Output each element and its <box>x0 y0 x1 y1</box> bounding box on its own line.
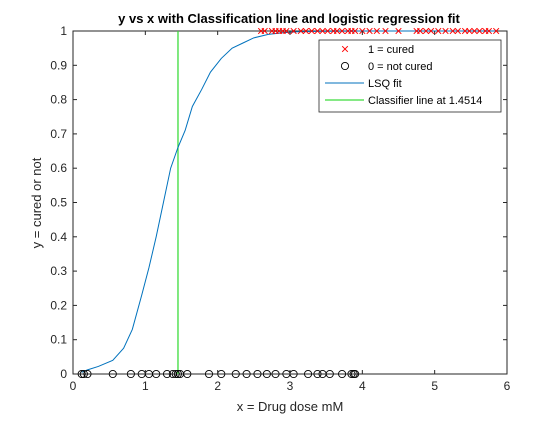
x-tick-label: 2 <box>214 379 221 393</box>
not-cured-point <box>77 369 86 379</box>
legend-entry-not-cured: 0 = not cured <box>340 61 433 73</box>
not-cured-point <box>325 369 334 379</box>
y-tick-label: 0 <box>60 367 67 381</box>
y-tick-label: 0.8 <box>50 93 67 107</box>
legend-entry-lsq-fit: LSQ fit <box>325 78 402 90</box>
legend: 1 = cured 0 = not cured LSQ fit Classifi… <box>318 39 502 113</box>
not-cured-point <box>126 369 135 379</box>
y-tick-label: 0.3 <box>50 264 67 278</box>
not-cured-point <box>351 369 360 379</box>
cured-point <box>417 27 424 35</box>
cured-point <box>333 27 341 35</box>
cured-point <box>314 27 321 35</box>
cured-point <box>290 27 297 35</box>
not-cured-point <box>152 369 161 379</box>
y-tick-label: 0.1 <box>50 333 67 347</box>
cured-point <box>471 27 478 35</box>
not-cured-point <box>347 369 356 379</box>
cured-point <box>283 27 290 35</box>
cured-point <box>302 27 310 35</box>
y-tick-label: 0.2 <box>50 298 67 312</box>
cured-point <box>324 27 331 35</box>
legend-circle-icon <box>340 61 350 71</box>
y-axis-label: y = cured or not <box>29 157 44 248</box>
cured-point <box>476 27 483 35</box>
x-tick-label: 5 <box>431 379 438 393</box>
cured-point <box>454 27 461 35</box>
not-cured-point <box>173 369 182 379</box>
cured-point <box>466 27 473 35</box>
legend-label-cured: 1 = cured <box>368 44 414 56</box>
x-tick-label: 3 <box>287 379 294 393</box>
not-cured-point <box>242 369 251 379</box>
not-cured-point <box>171 369 180 379</box>
legend-entry-classifier: Classifier line at 1.4514 <box>325 95 482 107</box>
cured-point <box>338 27 346 35</box>
y-tick-label: 0.6 <box>50 161 67 175</box>
not-cured-point <box>183 369 192 379</box>
cured-point <box>382 27 389 35</box>
legend-label-classifier: Classifier line at 1.4514 <box>368 95 482 107</box>
not-cured-point <box>304 369 313 379</box>
chart-title: y vs x with Classification line and logi… <box>118 11 460 26</box>
x-tick-label: 1 <box>142 379 149 393</box>
cured-point <box>485 27 493 35</box>
not-cured-point <box>338 369 347 379</box>
legend-entry-cured: 1 = cured <box>341 44 414 56</box>
not-cured-point <box>313 369 322 379</box>
x-tick-label: 6 <box>504 379 511 393</box>
y-tick-label: 0.7 <box>50 127 67 141</box>
cured-point <box>308 27 315 35</box>
not-cured-point <box>79 369 88 379</box>
cured-point <box>435 27 442 35</box>
x-tick-label: 4 <box>359 379 366 393</box>
not-cured-point <box>162 369 172 379</box>
cured-point <box>261 27 268 35</box>
cured-point <box>373 27 380 35</box>
cured-point <box>449 27 456 35</box>
x-tick-label: 0 <box>70 379 77 393</box>
x-axis-label: x = Drug dose mM <box>237 399 344 414</box>
cured-point <box>422 27 430 35</box>
legend-marker-not-cured <box>340 61 350 71</box>
not-cured-point <box>108 369 117 379</box>
not-cured-point <box>204 369 214 379</box>
cured-point <box>366 27 373 35</box>
legend-label-lsq-fit: LSQ fit <box>368 78 402 90</box>
not-cured-point <box>231 369 240 379</box>
not-cured-point <box>262 369 271 379</box>
cured-point <box>427 27 435 35</box>
legend-cross-icon <box>341 45 349 53</box>
cured-point <box>297 27 305 35</box>
y-tick-label: 0.5 <box>50 196 67 210</box>
cured-point <box>319 27 326 35</box>
not-cured-point <box>271 369 280 379</box>
legend-marker-cured <box>341 45 349 53</box>
not-cured-point <box>83 369 92 379</box>
cured-point <box>351 27 359 35</box>
cured-point <box>395 27 402 35</box>
cured-point <box>442 27 449 35</box>
y-tick-label: 1 <box>60 24 67 38</box>
cured-point <box>492 27 500 35</box>
y-tick-label: 0.9 <box>50 58 67 72</box>
not-cured-point <box>253 369 262 379</box>
y-tick-label: 0.4 <box>50 230 67 244</box>
legend-label-not-cured: 0 = not cured <box>368 61 433 73</box>
